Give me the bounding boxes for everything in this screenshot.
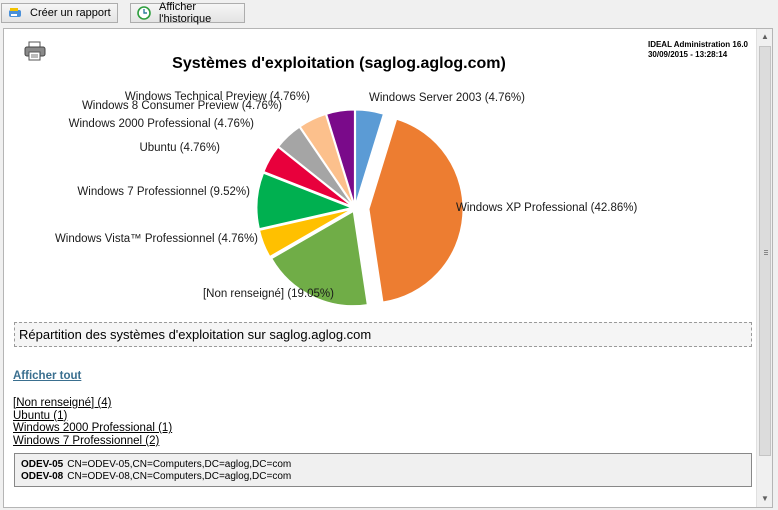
computer-name: ODEV-05 <box>21 459 64 470</box>
os-list-item[interactable]: Ubuntu (1) <box>13 409 68 422</box>
scroll-down-icon[interactable]: ▼ <box>761 494 769 503</box>
pie-slice-label: [Non renseigné] (19.05%) <box>203 288 334 300</box>
pie-slice-label: Windows Vista™ Professionnel (4.76%) <box>55 233 258 245</box>
show-all-link[interactable]: Afficher tout <box>13 370 82 382</box>
app-name: IDEAL Administration 16.0 <box>647 40 748 49</box>
pie-slice[interactable] <box>355 109 384 205</box>
scroll-thumb[interactable] <box>759 46 771 456</box>
pie-slice[interactable] <box>271 210 368 307</box>
printer-icon[interactable] <box>24 41 46 61</box>
pie-slice-label: Windows Technical Preview (4.76%) <box>125 91 310 103</box>
pie-slice-label: Windows 8 Consumer Preview (4.76%) <box>82 100 282 112</box>
computer-dn: CN=ODEV-08,CN=Computers,DC=aglog,DC=com <box>67 471 292 482</box>
chart-caption: Répartition des systèmes d'exploitation … <box>14 322 752 347</box>
pie-slice-label: Windows Server 2003 (4.76%) <box>369 92 525 104</box>
pie-slice[interactable] <box>259 208 352 258</box>
report-panel: IDEAL Administration 16.0 30/09/2015 - 1… <box>3 28 773 508</box>
computer-name: ODEV-08 <box>21 471 64 482</box>
report-title: Systèmes d'exploitation (saglog.aglog.co… <box>172 55 506 72</box>
pie-slice[interactable] <box>256 172 353 230</box>
pie-slice[interactable] <box>368 118 464 303</box>
scroll-up-icon[interactable]: ▲ <box>761 32 769 41</box>
os-pie-chart: Windows Server 2003 (4.76%) Windows XP Pr… <box>55 91 637 307</box>
show-history-label: Afficher l'historique <box>159 1 212 25</box>
detail-row: ODEV-08 CN=ODEV-08,CN=Computers,DC=aglog,… <box>21 471 745 483</box>
pie-slice[interactable] <box>326 109 355 205</box>
show-history-button[interactable]: Afficher l'historique <box>130 1 245 25</box>
report-icon <box>8 6 22 20</box>
pie-slice[interactable] <box>299 113 354 205</box>
toolbar: Créer un rapport Afficher l'historique <box>0 0 778 26</box>
pie-slice-label: Ubuntu (4.76%) <box>139 142 220 154</box>
vertical-scrollbar[interactable]: ▲ ▼ <box>756 29 772 507</box>
create-report-label: Créer un rapport <box>30 7 111 19</box>
history-icon <box>137 6 151 20</box>
computer-dn: CN=ODEV-05,CN=Computers,DC=aglog,DC=com <box>67 459 292 470</box>
pie-slice[interactable] <box>263 146 352 207</box>
report-stamp: IDEAL Administration 16.0 30/09/2015 - 1… <box>648 40 748 60</box>
pie-slice-label: Windows 7 Professionnel (9.52%) <box>77 186 250 198</box>
os-list: [Non renseigné] (4) Ubuntu (1) Windows 200… <box>13 397 172 447</box>
os-list-item[interactable]: Windows 2000 Professional (1) <box>13 422 173 435</box>
report-timestamp: 30/09/2015 - 13:28:14 <box>647 50 728 59</box>
create-report-button[interactable]: Créer un rapport <box>1 3 118 23</box>
pie-slice[interactable] <box>278 126 353 206</box>
pie-slice-label: Windows 2000 Professional (4.76%) <box>69 118 255 130</box>
pie-slice-label: Windows XP Professional (42.86%) <box>456 202 637 214</box>
details-box: ODEV-05 CN=ODEV-05,CN=Computers,DC=aglog,… <box>14 453 752 487</box>
os-list-item[interactable]: Windows 7 Professionnel (2) <box>13 434 160 447</box>
os-list-item[interactable]: [Non renseigné] (4) <box>13 397 112 409</box>
detail-row: ODEV-05 CN=ODEV-05,CN=Computers,DC=aglog,… <box>21 459 745 471</box>
